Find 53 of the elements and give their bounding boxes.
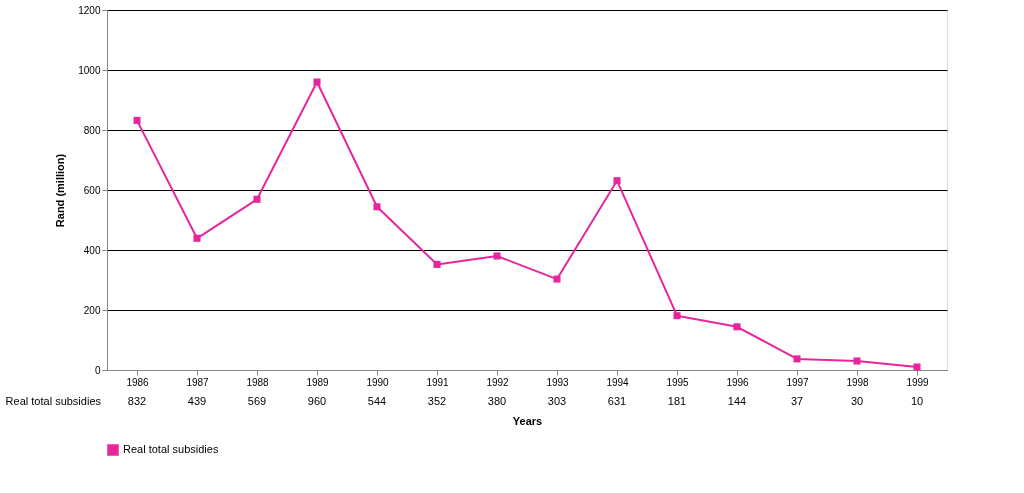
x-tick-label: 1990	[366, 376, 390, 388]
data-label: 380	[487, 395, 507, 407]
y-tick-label: 0	[94, 364, 101, 376]
point	[613, 177, 621, 185]
x-tick-label: 1992	[486, 376, 510, 388]
point	[913, 363, 921, 371]
x-tick-label: 1987	[186, 376, 210, 388]
x-axis-title: Years	[512, 414, 543, 427]
point	[313, 78, 321, 86]
x-tick-label: 1991	[426, 376, 450, 388]
data-label: 832	[127, 395, 147, 407]
data-label: 303	[547, 395, 567, 407]
point	[373, 203, 381, 211]
y-tick-label: 800	[83, 124, 101, 136]
point	[493, 252, 501, 260]
point	[733, 323, 741, 331]
point	[433, 260, 441, 268]
point	[253, 195, 261, 203]
data-label: 439	[187, 395, 207, 407]
text: Real total subsidies	[5, 395, 101, 407]
point	[553, 275, 561, 283]
y-tick-label: 400	[83, 244, 101, 256]
data-label: 144	[727, 395, 747, 407]
point	[793, 355, 801, 363]
x-tick-label: 1995	[666, 376, 690, 388]
y-tick-label: 1200	[78, 4, 101, 16]
data-label: 352	[427, 395, 447, 407]
data-label: 10	[910, 395, 924, 407]
legend-label: Real total subsidies	[123, 443, 219, 455]
x-tick-label: 1998	[846, 376, 870, 388]
x-tick-label: 1986	[126, 376, 150, 388]
data-label: 37	[790, 395, 804, 407]
data-label: 569	[247, 395, 267, 407]
data-label: 631	[607, 395, 627, 407]
x-tick-label: 1997	[786, 376, 810, 388]
point	[853, 357, 861, 365]
data-label: 181	[667, 395, 687, 407]
x-tick-label: 1988	[246, 376, 270, 388]
y-tick-label: 600	[83, 184, 101, 196]
x-tick-label: 1999	[906, 376, 930, 388]
x-tick-label: 1993	[546, 376, 570, 388]
y-tick-label: 200	[83, 304, 101, 316]
x-tick-label: 1989	[306, 376, 330, 388]
x-tick-label: 1996	[726, 376, 750, 388]
y-tick-label: 1000	[78, 64, 101, 76]
data-label: 544	[367, 395, 387, 407]
x-tick-label: 1994	[606, 376, 630, 388]
y-axis-title: Rand (million)	[54, 153, 67, 228]
point	[673, 312, 681, 320]
point	[193, 234, 201, 242]
point	[133, 116, 141, 124]
data-label: 30	[850, 395, 864, 407]
data-label: 960	[307, 395, 327, 407]
